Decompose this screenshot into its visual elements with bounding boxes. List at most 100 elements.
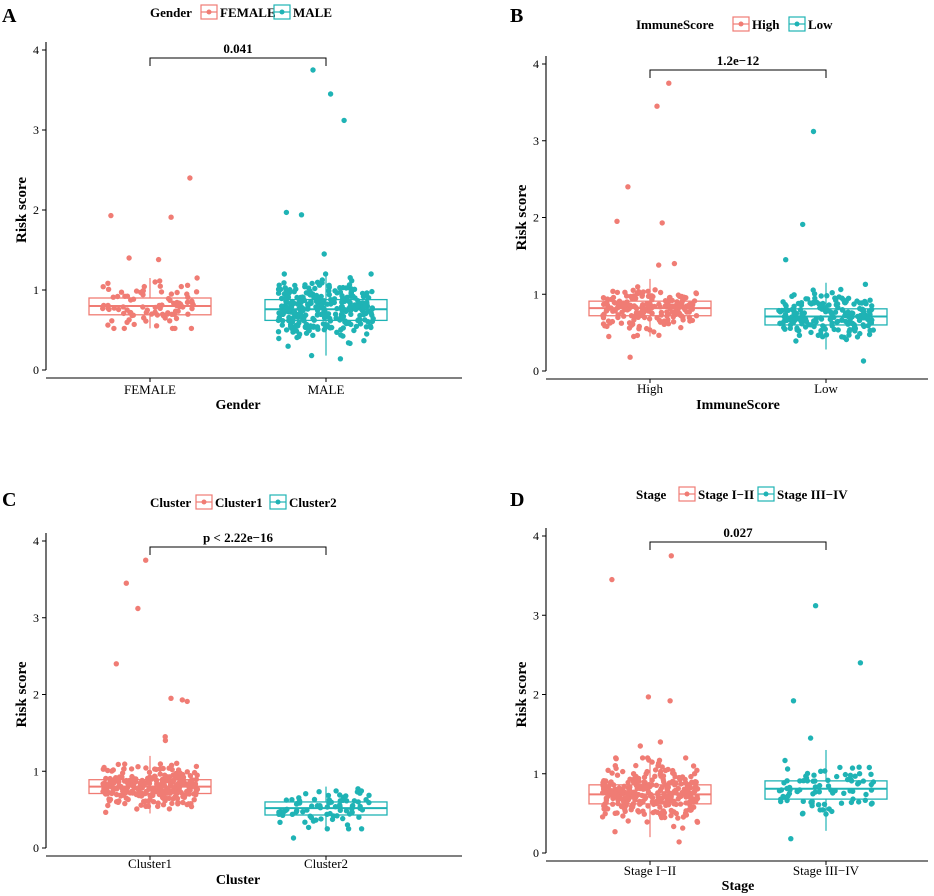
comparison-bracket: [149, 57, 327, 66]
legend-entry-1: Cluster1: [215, 495, 263, 510]
data-point: [784, 797, 790, 804]
data-point: [607, 320, 613, 326]
data-point: [649, 297, 655, 303]
data-point: [658, 768, 664, 775]
data-point: [276, 809, 282, 815]
data-point: [798, 317, 805, 323]
data-point: [183, 791, 190, 797]
data-point: [603, 795, 609, 801]
data-point: [839, 307, 846, 313]
data-point: [175, 767, 182, 773]
data-point: [602, 323, 608, 329]
points-2: [776, 603, 877, 842]
outlier-point: [298, 212, 305, 218]
data-point: [630, 801, 636, 807]
data-point: [782, 301, 788, 308]
data-point: [630, 287, 636, 293]
y-tick-label: 1: [533, 767, 539, 781]
legend-entry-2: Cluster2: [289, 495, 337, 510]
data-point: [829, 323, 835, 329]
data-point: [291, 289, 297, 295]
data-point: [184, 291, 190, 297]
data-point: [781, 314, 787, 320]
x-tick-label: Stage I−II: [624, 863, 676, 878]
y-tick-label: 3: [533, 134, 539, 148]
data-point: [294, 800, 300, 807]
data-point: [812, 295, 818, 301]
data-point: [184, 282, 191, 288]
data-point: [281, 280, 287, 286]
data-point: [863, 791, 869, 798]
data-point: [305, 301, 311, 307]
data-point: [168, 291, 175, 297]
y-tick-label: 2: [533, 211, 539, 225]
x-axis-title: Gender: [215, 398, 260, 413]
outlier-point: [668, 553, 674, 559]
data-point: [332, 804, 339, 810]
data-point: [147, 796, 153, 803]
data-point: [119, 774, 125, 780]
x-tick-label: Stage III−IV: [793, 863, 860, 878]
data-point: [829, 311, 835, 317]
data-point: [640, 786, 646, 792]
data-point: [823, 811, 829, 817]
data-point: [170, 779, 176, 785]
y-axis-title: Risk score: [514, 184, 530, 250]
data-point: [665, 321, 672, 327]
data-point: [614, 289, 621, 296]
outlier-point: [155, 256, 162, 263]
data-point: [665, 311, 672, 317]
data-point: [358, 788, 365, 794]
data-point: [358, 826, 365, 832]
data-point: [187, 773, 194, 779]
data-point: [601, 311, 607, 317]
data-point: [686, 309, 692, 315]
panel-label: B: [510, 5, 523, 27]
data-point: [604, 806, 611, 812]
data-point: [791, 303, 797, 309]
points-2: [275, 67, 376, 362]
data-point: [157, 761, 164, 767]
data-point: [151, 773, 158, 779]
data-point: [613, 756, 619, 762]
data-point: [870, 779, 877, 785]
data-point: [651, 329, 657, 335]
data-point: [818, 768, 824, 774]
data-point: [188, 325, 195, 332]
data-point: [130, 782, 137, 788]
data-point: [822, 326, 828, 332]
data-point: [282, 285, 288, 291]
panel-label: D: [510, 489, 524, 511]
data-point: [143, 788, 149, 795]
data-point: [107, 775, 113, 782]
data-point: [184, 769, 190, 775]
data-point: [152, 766, 158, 772]
data-point: [333, 315, 339, 321]
data-point: [300, 305, 306, 312]
data-point: [680, 314, 686, 321]
y-tick-label: 4: [33, 43, 39, 57]
data-point: [610, 795, 616, 802]
data-point: [665, 766, 671, 773]
data-point: [307, 323, 314, 329]
data-point: [633, 762, 639, 769]
data-point: [340, 333, 346, 339]
data-point: [134, 806, 140, 812]
data-point: [825, 777, 831, 783]
data-point: [137, 785, 143, 791]
data-point: [135, 764, 141, 770]
data-point: [619, 790, 625, 796]
points-2: [776, 128, 876, 364]
data-point: [663, 298, 669, 305]
data-point: [845, 309, 851, 315]
data-point: [340, 325, 346, 331]
legend-entry-2: Stage III−IV: [777, 487, 848, 502]
data-point: [621, 783, 627, 789]
data-point: [350, 293, 356, 299]
data-point: [364, 331, 370, 337]
data-point: [849, 765, 856, 771]
data-point: [614, 772, 621, 778]
comparison-label: 0.027: [723, 525, 753, 540]
data-point: [640, 808, 646, 814]
data-point: [778, 796, 784, 802]
